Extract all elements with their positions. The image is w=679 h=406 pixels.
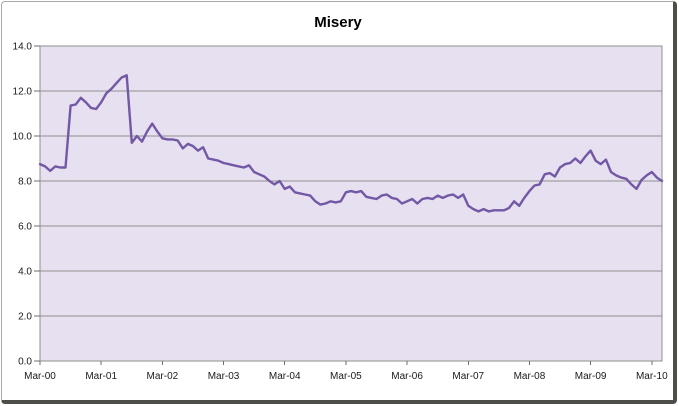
y-tick-label: 14.0: [13, 42, 33, 53]
x-tick-label: Mar-07: [452, 371, 484, 382]
y-tick-label: 10.0: [13, 132, 33, 143]
y-tick-label: 2.0: [18, 312, 32, 323]
y-tick-label: 12.0: [13, 87, 33, 98]
chart-title: Misery: [314, 14, 362, 31]
x-tick-label: Mar-01: [85, 371, 117, 382]
x-tick-label: Mar-10: [636, 371, 668, 382]
x-tick-label: Mar-02: [147, 371, 179, 382]
x-tick-label: Mar-06: [391, 371, 423, 382]
y-tick-label: 6.0: [18, 222, 32, 233]
x-tick-label: Mar-05: [330, 371, 362, 382]
x-axis-ticks: [39, 361, 653, 365]
x-tick-label: Mar-09: [575, 371, 607, 382]
y-axis-labels: 0.0 2.0 4.0 6.0 8.0 10.0 12.0 14.0: [13, 42, 33, 368]
y-tick-label: 8.0: [18, 177, 32, 188]
x-tick-label: Mar-04: [269, 371, 301, 382]
x-axis-labels: Mar-00 Mar-01 Mar-02 Mar-03 Mar-04 Mar-05 Mar-…: [24, 371, 668, 382]
y-tick-label: 4.0: [18, 267, 32, 278]
y-axis-ticks: [34, 45, 40, 362]
misery-series-line: [38, 74, 664, 213]
x-tick-label: Mar-08: [514, 371, 546, 382]
y-tick-label: 0.0: [18, 357, 32, 368]
x-tick-label: Mar-03: [208, 371, 240, 382]
x-tick-label: Mar-00: [24, 371, 56, 382]
plot-area: [39, 45, 663, 362]
